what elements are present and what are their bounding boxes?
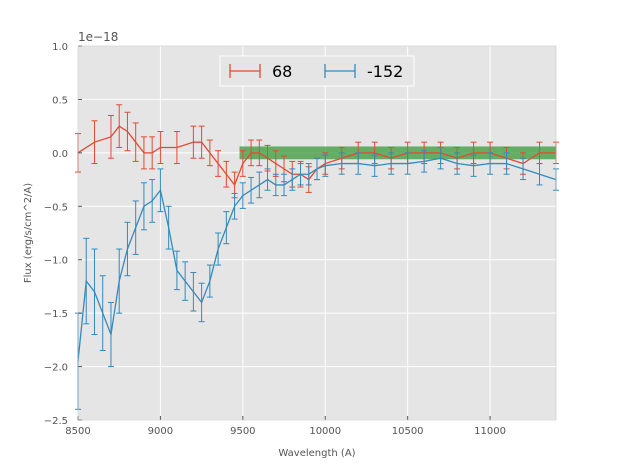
x-tick-label: 9000 — [148, 426, 173, 437]
y-tick-label: −0.5 — [44, 202, 68, 213]
y-tick-label: 0.5 — [52, 95, 68, 106]
y-tick-label: 1.0 — [52, 42, 68, 53]
series-2 — [75, 147, 559, 410]
x-tick-label: 10500 — [392, 426, 424, 437]
legend-label-2: -152 — [367, 62, 403, 81]
y-axis-ticks: 1.0 0.5 0.0 −0.5 −1.0 −1.5 −2.0 −2.5 — [44, 42, 82, 427]
legend-label-1: 68 — [272, 62, 292, 81]
y-offset-label: 1e−18 — [78, 30, 118, 44]
plot-area — [78, 46, 556, 420]
axes-frame — [77, 45, 557, 421]
legend-handle-2 — [324, 64, 356, 78]
x-tick-label: 8500 — [65, 426, 90, 437]
highlight-band — [239, 146, 556, 160]
legend: 68 -152 — [219, 55, 415, 87]
series-group — [75, 104, 559, 410]
y-tick-label: 0.0 — [52, 149, 68, 160]
y-axis-label: Flux (erg/s/cm^2/A) — [23, 183, 34, 283]
y-tick-label: −2.0 — [44, 363, 68, 374]
series-line — [77, 125, 556, 187]
x-tick-label: 11000 — [474, 426, 506, 437]
y-tick-label: −2.5 — [44, 416, 68, 427]
x-axis-label: Wavelength (A) — [278, 448, 355, 459]
x-tick-label: 9500 — [230, 426, 255, 437]
series-line — [77, 157, 557, 362]
legend-handle-1 — [229, 64, 261, 78]
y-tick-label: −1.0 — [44, 256, 68, 267]
x-axis-ticks: 8500 9000 9500 10000 10500 11000 — [65, 416, 506, 437]
highlight-band-group — [239, 146, 556, 160]
y-tick-label: −1.5 — [44, 309, 68, 320]
x-tick-label: 10000 — [309, 426, 341, 437]
